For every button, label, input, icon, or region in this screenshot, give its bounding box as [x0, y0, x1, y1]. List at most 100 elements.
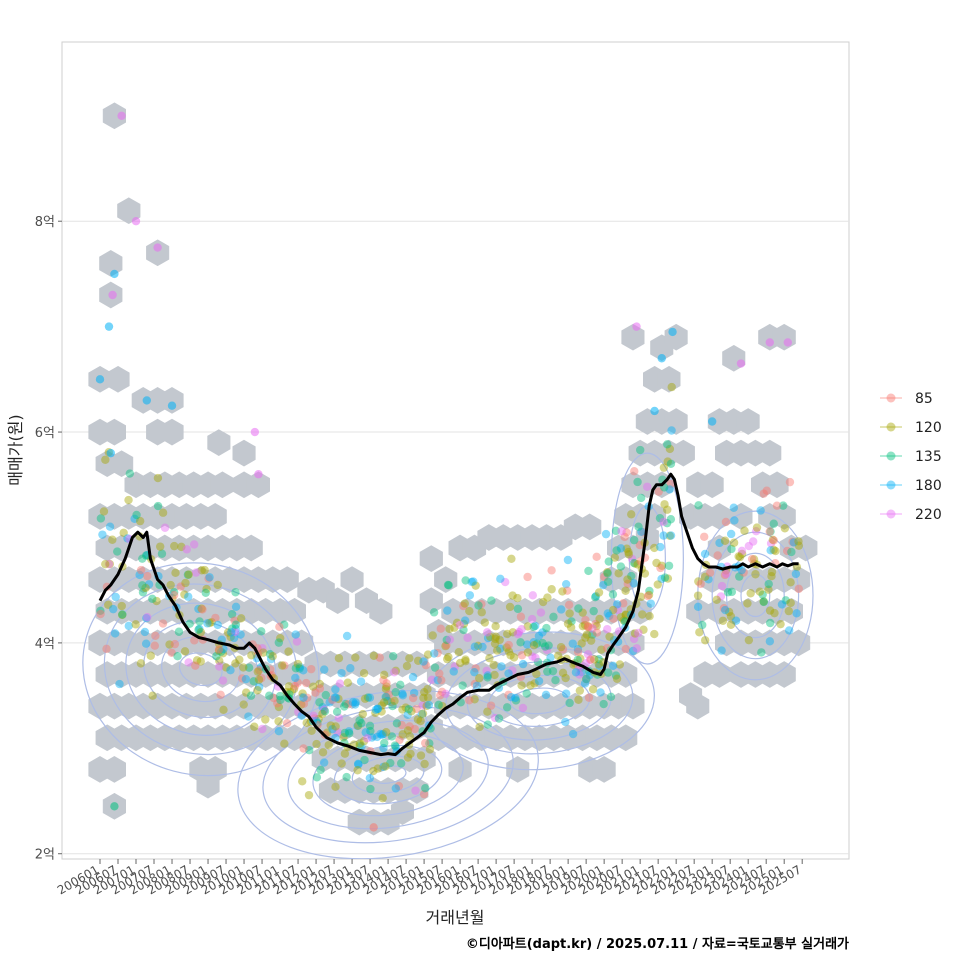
data-point	[106, 448, 116, 458]
hex-bin	[405, 777, 429, 804]
hex-bin	[340, 566, 364, 593]
data-point	[533, 657, 543, 667]
data-point	[255, 682, 264, 692]
data-point	[657, 354, 666, 363]
data-point	[633, 560, 642, 569]
hex-bin	[765, 471, 789, 499]
data-point	[628, 646, 638, 656]
data-point	[157, 549, 167, 558]
data-point	[752, 523, 762, 532]
data-point	[536, 608, 546, 617]
data-point	[781, 596, 790, 605]
data-point	[408, 672, 418, 682]
data-point	[419, 657, 428, 666]
hex-bin	[246, 471, 270, 499]
data-point	[544, 641, 553, 650]
data-point	[630, 629, 640, 638]
data-point	[594, 654, 604, 664]
data-point	[113, 547, 122, 556]
data-point	[171, 568, 180, 578]
data-point	[563, 619, 573, 628]
legend-label: 120	[915, 420, 942, 436]
data-point	[388, 651, 398, 661]
data-point	[623, 579, 632, 588]
data-point	[96, 606, 105, 616]
legend-key-85	[886, 393, 896, 403]
data-point	[655, 513, 665, 523]
data-point	[235, 655, 244, 664]
data-point	[142, 613, 151, 623]
data-point	[227, 628, 236, 637]
data-point	[508, 628, 518, 637]
data-point	[359, 737, 369, 746]
data-point	[630, 559, 640, 568]
data-point	[561, 579, 571, 589]
data-point	[470, 667, 479, 677]
data-point	[513, 593, 522, 603]
hex-bin	[679, 682, 703, 709]
data-point	[219, 705, 228, 715]
density-contour	[509, 687, 569, 715]
data-point	[516, 612, 526, 621]
density-contour	[488, 674, 591, 727]
data-point	[769, 519, 778, 528]
data-point	[534, 631, 544, 641]
data-point	[459, 625, 468, 635]
data-point	[416, 751, 426, 760]
data-point	[337, 759, 346, 768]
data-point	[360, 755, 369, 765]
data-point	[135, 570, 144, 580]
data-point	[378, 793, 387, 803]
data-point	[357, 719, 366, 728]
data-point	[216, 647, 226, 656]
data-point	[305, 745, 314, 755]
data-point	[274, 727, 284, 736]
hex-bin	[326, 587, 350, 615]
data-point	[727, 587, 737, 597]
data-point	[177, 542, 186, 552]
data-point	[529, 637, 538, 647]
data-point	[403, 753, 413, 762]
data-point	[470, 679, 480, 689]
data-point	[412, 704, 421, 714]
data-point	[443, 606, 452, 615]
data-point	[158, 619, 168, 628]
data-point	[581, 633, 590, 642]
density-contour	[610, 452, 684, 665]
data-point	[350, 700, 360, 709]
density-contour	[287, 720, 489, 830]
data-point	[314, 714, 323, 724]
density-contour	[711, 531, 800, 660]
data-point	[556, 605, 566, 614]
data-point	[621, 610, 631, 619]
data-point	[398, 691, 408, 700]
data-point	[231, 588, 240, 597]
hex-bin	[419, 545, 443, 572]
data-point	[472, 681, 482, 691]
data-point	[203, 619, 212, 628]
data-point	[341, 699, 350, 709]
data-point	[729, 538, 739, 547]
data-point	[390, 668, 399, 677]
data-point	[407, 707, 416, 716]
legend-label: 220	[915, 507, 942, 523]
data-point	[104, 559, 114, 569]
data-point	[239, 700, 248, 709]
data-point	[131, 620, 140, 629]
hex-bin	[758, 503, 782, 530]
data-point	[395, 735, 404, 745]
data-point	[629, 558, 639, 568]
y-tick-label: 6억	[35, 426, 55, 441]
data-point	[720, 570, 730, 580]
data-point	[634, 522, 643, 531]
data-point	[158, 508, 168, 517]
data-point	[629, 579, 638, 588]
data-point	[606, 692, 616, 701]
data-point	[202, 584, 211, 594]
data-point	[417, 709, 426, 719]
data-point	[391, 688, 400, 697]
data-point	[471, 581, 480, 590]
data-point	[141, 583, 150, 593]
data-point	[373, 764, 382, 773]
data-point	[355, 739, 364, 748]
